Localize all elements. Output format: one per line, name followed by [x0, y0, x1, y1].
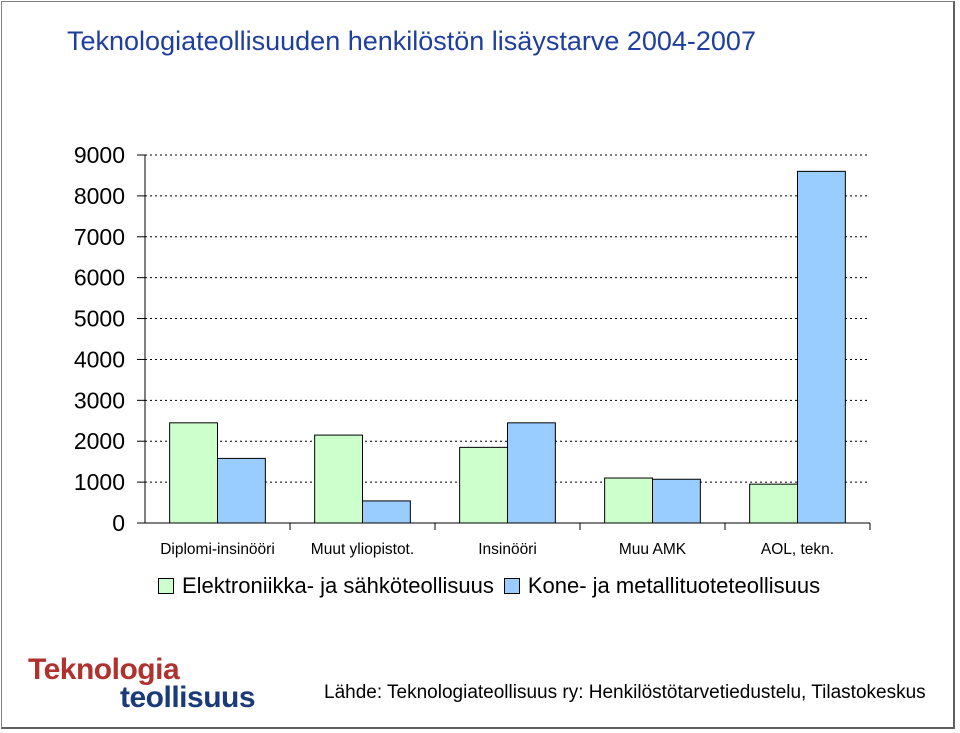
y-tick-label: 2000	[74, 428, 125, 454]
bar	[798, 171, 846, 523]
y-tick-label: 6000	[74, 265, 125, 291]
logo-line-2: teollisuus	[120, 683, 255, 713]
legend-label-kone: Kone- ja metallituoteteollisuus	[528, 573, 820, 599]
bar	[170, 423, 218, 523]
bar	[653, 479, 701, 523]
bar	[460, 447, 508, 523]
x-tick-label: Muu AMK	[619, 541, 687, 558]
x-tick-label: Diplomi-insinööri	[160, 541, 275, 558]
y-tick-label: 4000	[74, 346, 125, 372]
y-tick-label: 7000	[74, 224, 125, 250]
y-tick-label: 0	[112, 510, 125, 536]
legend-item-kone: Kone- ja metallituoteteollisuus	[504, 573, 820, 599]
y-tick-label: 5000	[74, 306, 125, 332]
bar	[605, 478, 653, 523]
y-tick-label: 3000	[74, 387, 125, 413]
x-tick-label: Insinööri	[478, 541, 537, 558]
bar	[315, 435, 363, 523]
x-tick-label: AOL, tekn.	[761, 541, 834, 558]
bar	[218, 458, 266, 523]
y-tick-label: 9000	[74, 142, 125, 168]
legend: Elektroniikka- ja sähköteollisuus Kone- …	[158, 573, 830, 599]
teknologiateollisuus-logo: Teknologia teollisuus	[28, 655, 255, 713]
bar	[750, 484, 798, 523]
legend-swatch-kone	[504, 578, 520, 594]
source-note: Lähde: Teknologiateollisuus ry: Henkilös…	[324, 682, 926, 704]
bar	[508, 423, 556, 523]
bar	[363, 501, 411, 523]
legend-label-elektroniikka: Elektroniikka- ja sähköteollisuus	[182, 573, 494, 599]
y-tick-label: 8000	[74, 183, 125, 209]
legend-swatch-elektroniikka	[158, 578, 174, 594]
y-tick-label: 1000	[74, 469, 125, 495]
legend-item-elektroniikka: Elektroniikka- ja sähköteollisuus	[158, 573, 494, 599]
x-tick-label: Muut yliopistot.	[311, 541, 414, 558]
